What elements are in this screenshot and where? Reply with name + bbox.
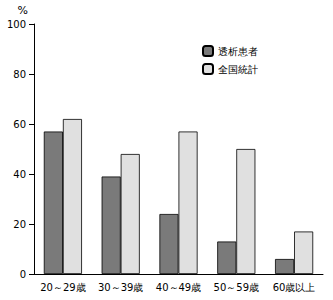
svg-text:0: 0 bbox=[20, 269, 26, 280]
svg-text:全国統計: 全国統計 bbox=[218, 64, 258, 75]
svg-text:40～49歳: 40～49歳 bbox=[156, 282, 201, 293]
svg-text:40: 40 bbox=[13, 169, 26, 180]
svg-text:20～29歳: 20～29歳 bbox=[40, 282, 85, 293]
svg-text:60歳以上: 60歳以上 bbox=[273, 282, 316, 293]
svg-text:30～39歳: 30～39歳 bbox=[98, 282, 143, 293]
svg-text:透析患者: 透析患者 bbox=[218, 46, 258, 57]
svg-text:20: 20 bbox=[13, 219, 26, 230]
svg-text:60: 60 bbox=[13, 119, 26, 130]
svg-text:%: % bbox=[18, 4, 28, 17]
svg-text:50～59歳: 50～59歳 bbox=[214, 282, 259, 293]
svg-text:100: 100 bbox=[7, 19, 26, 30]
svg-text:80: 80 bbox=[13, 69, 26, 80]
